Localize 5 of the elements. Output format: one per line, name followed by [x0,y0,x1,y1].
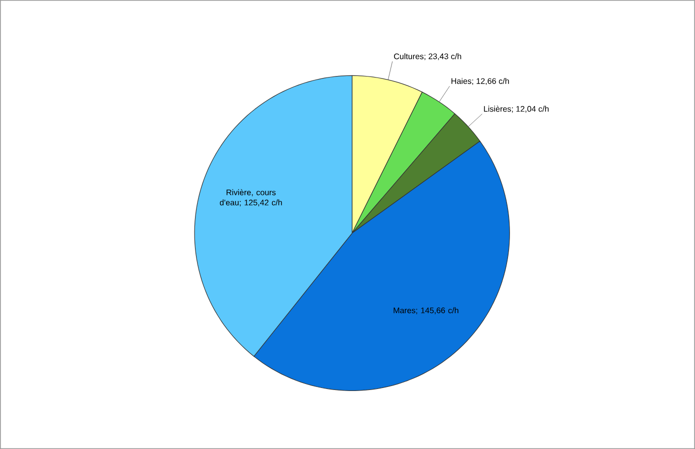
slice-label: Rivière, cours d'eau; 125,42 c/h [220,189,282,206]
slice-label: Mares; 145,66 c/h [394,307,458,314]
slice-label: Haies; 12,66 c/h [452,78,509,85]
slice-label: Lisières; 12,04 c/h [484,106,549,113]
slice-label: Cultures; 23,43 c/h [394,53,462,60]
